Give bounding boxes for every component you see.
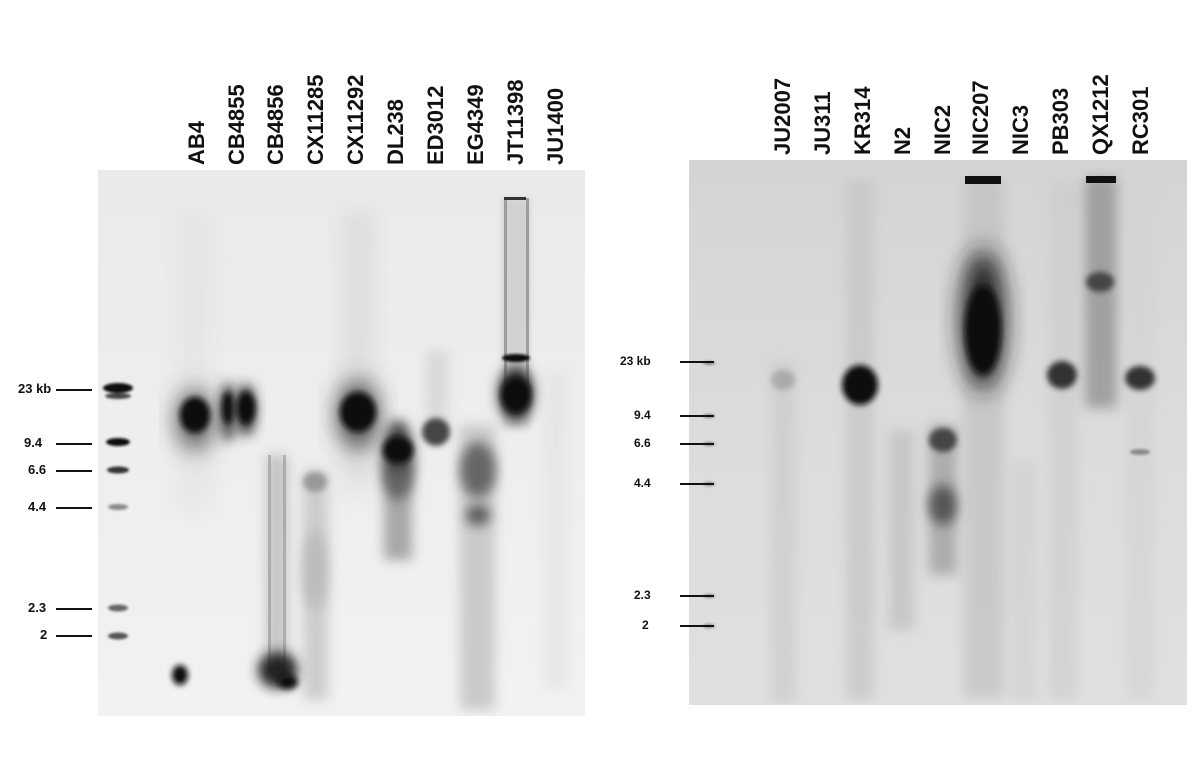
right-lane-label-9: QX1212 — [1088, 74, 1113, 155]
left-lane-label-10: JU1400 — [543, 87, 568, 165]
left-size-marker-label: 9.4 — [24, 435, 43, 450]
right-lane-label-1: JU2007 — [770, 77, 795, 155]
right-blot-membrane — [689, 160, 1187, 705]
left-lane-label-4: CX11285 — [303, 74, 328, 165]
left-lane-label-2: CB4855 — [224, 84, 249, 165]
right-size-marker-label: 2.3 — [634, 588, 651, 602]
left-lane-label-8: EG4349 — [463, 84, 488, 165]
left-size-marker-label: 4.4 — [28, 499, 47, 514]
left-blot-membrane — [98, 170, 585, 716]
right-size-marker-label: 2 — [642, 618, 649, 632]
left-lane-label-6: DL238 — [383, 98, 408, 165]
left-size-marker-label: 2 — [40, 627, 48, 642]
left-size-marker-label: 2.3 — [28, 600, 47, 615]
right-size-marker-tick — [680, 595, 714, 597]
right-lane-label-6: NIC207 — [968, 80, 993, 155]
left-size-marker-label: 23 kb — [18, 381, 52, 396]
right-size-marker-label: 9.4 — [634, 408, 651, 422]
left-size-marker-label: 6.6 — [28, 462, 47, 477]
right-lane-label-3: KR314 — [850, 86, 875, 155]
left-lane-label-1: AB4 — [184, 120, 209, 165]
right-size-marker-tick — [680, 415, 714, 417]
right-lane-label-7: NIC3 — [1008, 104, 1033, 155]
right-size-marker-label: 6.6 — [634, 436, 651, 450]
right-lane-label-2: JU311 — [810, 91, 835, 155]
right-size-marker-label: 4.4 — [634, 476, 651, 490]
left-size-marker-tick — [56, 470, 92, 472]
right-size-marker-label: 23 kb — [620, 354, 651, 368]
left-size-marker-tick — [56, 389, 92, 391]
left-size-marker-tick — [56, 507, 92, 509]
left-lane-label-5: CX11292 — [343, 74, 368, 165]
left-lane-label-7: ED3012 — [423, 85, 448, 165]
left-size-marker-tick — [56, 608, 92, 610]
left-lane-label-9: JT11398 — [503, 79, 528, 165]
left-lane-label-3: CB4856 — [263, 84, 288, 165]
left-size-marker-tick — [56, 443, 92, 445]
right-lane-label-8: PB303 — [1048, 87, 1073, 155]
right-size-marker-tick — [680, 483, 714, 485]
right-lane-label-10: RC301 — [1128, 86, 1153, 155]
right-size-marker-tick — [680, 625, 714, 627]
left-size-marker-tick — [56, 635, 92, 637]
right-lane-label-4: N2 — [890, 126, 915, 155]
right-size-marker-tick — [680, 361, 714, 363]
right-lane-label-5: NIC2 — [930, 104, 955, 155]
right-size-marker-tick — [680, 443, 714, 445]
